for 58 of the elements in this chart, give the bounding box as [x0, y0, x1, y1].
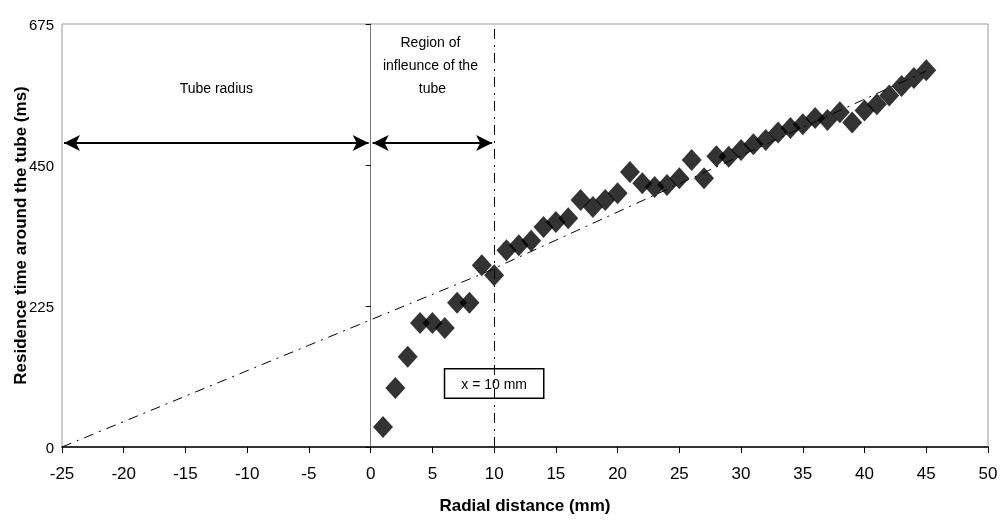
point — [582, 195, 603, 218]
x-tick-label: 25 — [669, 464, 689, 483]
point — [792, 113, 813, 136]
point — [619, 160, 640, 183]
point — [434, 316, 455, 339]
x-axis-title: Radial distance (mm) — [439, 496, 611, 515]
y-tick-label: 675 — [28, 15, 54, 33]
x-tick-label: 20 — [608, 464, 628, 483]
point — [385, 377, 406, 400]
point — [731, 138, 752, 161]
point — [484, 264, 505, 287]
point — [842, 111, 863, 134]
x-tick-label: 15 — [546, 464, 566, 483]
point — [817, 108, 838, 131]
annotation: Tube radius — [179, 79, 254, 96]
x-tick-label: -25 — [49, 464, 75, 483]
point — [595, 189, 616, 212]
point — [459, 291, 480, 314]
point — [669, 167, 690, 190]
x-tick-label: -20 — [111, 464, 137, 483]
point — [558, 207, 579, 230]
point — [916, 59, 937, 82]
x-tick-label: -10 — [234, 464, 260, 483]
point — [570, 189, 591, 212]
point — [903, 66, 924, 89]
point — [607, 182, 628, 205]
annotation: Region of infleunce of the tube — [382, 33, 482, 96]
point — [866, 93, 887, 116]
point — [471, 254, 492, 277]
y-tick-label: 225 — [28, 297, 54, 315]
point — [718, 145, 739, 168]
x-tick-label: 30 — [731, 464, 751, 483]
x-tick-label: 10 — [484, 464, 504, 483]
point — [755, 128, 776, 151]
ref-line-label: x = 10 mm — [461, 375, 528, 392]
point — [422, 311, 443, 334]
x-tick-label: -15 — [173, 464, 198, 483]
point — [879, 84, 900, 107]
x-tick-label: 50 — [978, 464, 998, 483]
y-axis-title: Residence time around the tube (ms) — [11, 86, 30, 385]
x-tick-label: 0 — [365, 464, 376, 483]
point — [521, 229, 542, 252]
x-tick-label: 45 — [916, 464, 936, 483]
point — [656, 174, 677, 197]
y-tick-label: 450 — [28, 156, 54, 174]
point — [397, 345, 418, 368]
point — [496, 239, 517, 262]
y-tick-label: 0 — [45, 438, 54, 456]
point — [891, 75, 912, 98]
x-tick-label: 35 — [793, 464, 813, 483]
x-tick-label: 5 — [427, 464, 438, 483]
point — [694, 167, 715, 190]
point — [681, 148, 702, 171]
point — [829, 101, 850, 124]
x-tick-label: 40 — [855, 464, 874, 483]
x-tick-label: -5 — [301, 464, 317, 483]
point — [373, 415, 394, 438]
point — [854, 99, 875, 122]
